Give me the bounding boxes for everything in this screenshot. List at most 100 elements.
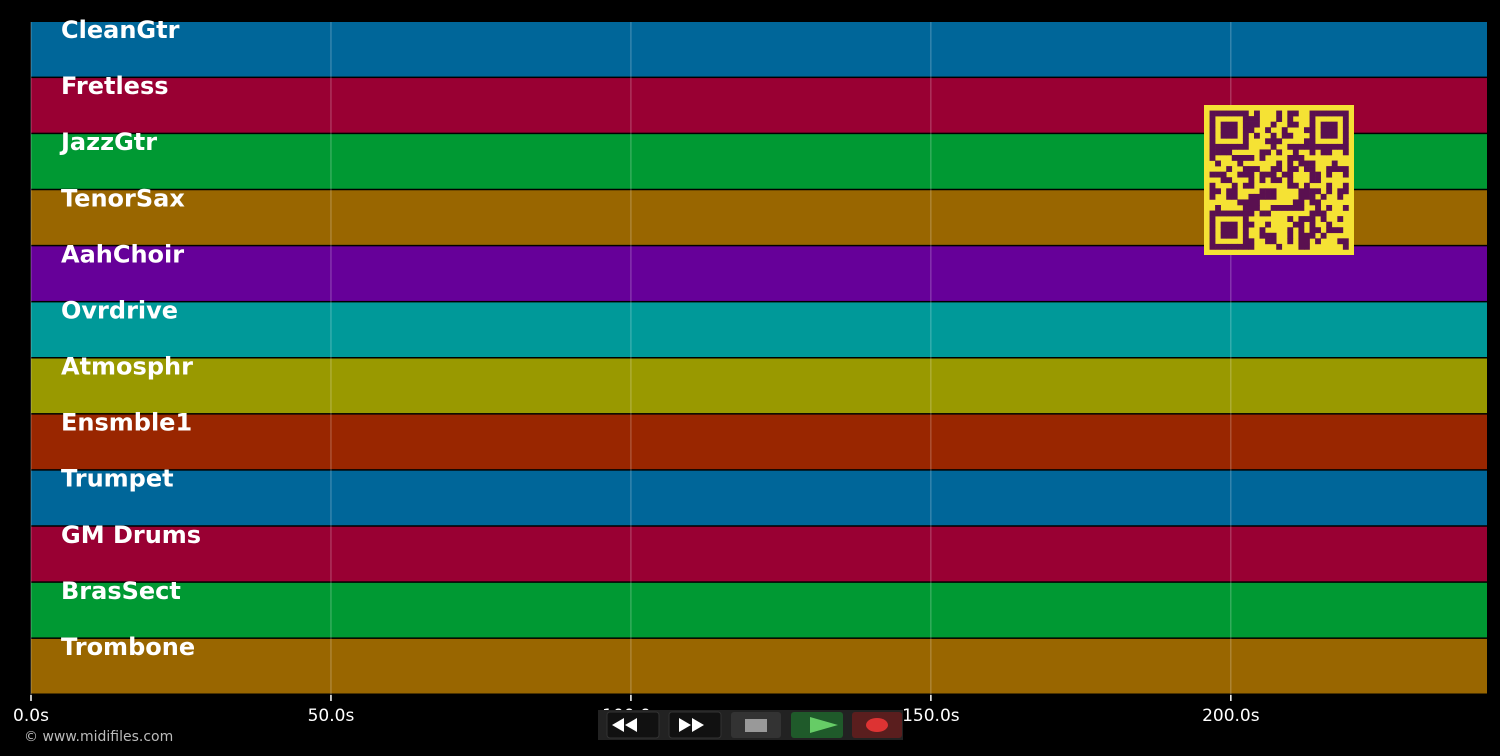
qr-module [1287, 232, 1294, 239]
qr-module [1242, 171, 1249, 178]
qr-module [1209, 210, 1216, 217]
qr-module [1276, 166, 1283, 172]
qr-module [1209, 138, 1216, 145]
qr-module [1248, 116, 1255, 122]
qr-module [1292, 155, 1299, 161]
qr-module [1242, 116, 1249, 122]
qr-module [1248, 177, 1255, 184]
qr-module [1265, 171, 1271, 178]
qr-module [1265, 188, 1271, 195]
qr-module [1326, 221, 1333, 228]
qr-code [1204, 105, 1354, 255]
qr-module [1326, 171, 1333, 178]
qr-module [1315, 188, 1321, 195]
qr-module [1270, 121, 1277, 128]
qr-module [1342, 188, 1349, 195]
qr-module [1242, 110, 1249, 117]
qr-module [1320, 232, 1327, 239]
qr-module [1226, 127, 1233, 134]
qr-module [1231, 110, 1238, 117]
qr-module [1304, 127, 1310, 134]
qr-module [1242, 121, 1249, 128]
qr-module [1265, 221, 1271, 228]
rewind-button[interactable] [606, 711, 660, 739]
qr-module [1259, 188, 1266, 195]
qr-module [1231, 121, 1238, 128]
qr-module [1287, 155, 1294, 161]
record-icon[interactable] [866, 718, 888, 732]
qr-module [1270, 188, 1277, 195]
qr-module [1226, 143, 1233, 150]
qr-module [1226, 166, 1233, 172]
qr-module [1248, 155, 1255, 161]
qr-module [1315, 171, 1321, 178]
qr-module [1220, 210, 1227, 217]
qr-module [1287, 171, 1294, 178]
qr-module [1292, 221, 1299, 228]
qr-module [1320, 127, 1327, 134]
qr-module [1331, 132, 1338, 139]
stop-button[interactable] [731, 712, 781, 738]
tick-label: 200.0s [1202, 706, 1260, 726]
qr-module [1331, 227, 1338, 234]
qr-module [1265, 210, 1271, 217]
qr-module [1220, 121, 1227, 128]
qr-module [1298, 238, 1305, 245]
forward-icon[interactable] [679, 718, 704, 732]
record-button[interactable] [852, 712, 902, 738]
play-icon[interactable] [810, 717, 838, 733]
track-lane [31, 582, 1487, 638]
qr-module [1231, 243, 1238, 250]
qr-module [1259, 177, 1266, 184]
qr-module [1287, 205, 1294, 211]
qr-module [1220, 171, 1227, 178]
qr-module [1242, 166, 1249, 172]
qr-module [1270, 232, 1277, 239]
qr-module [1331, 160, 1338, 167]
rewind-icon[interactable] [612, 718, 637, 732]
forward-button[interactable] [668, 711, 722, 739]
qr-module [1248, 193, 1255, 200]
qr-module [1226, 193, 1233, 200]
qr-module [1326, 188, 1333, 195]
qr-module [1231, 127, 1238, 134]
qr-module [1242, 132, 1249, 139]
play-button[interactable] [791, 712, 843, 738]
qr-module [1304, 166, 1310, 172]
qr-module [1209, 171, 1216, 178]
qr-module [1270, 193, 1277, 200]
qr-module [1215, 210, 1221, 217]
qr-module [1326, 110, 1333, 117]
qr-module [1309, 199, 1316, 206]
qr-module [1304, 243, 1310, 250]
track-name: Trumpet [61, 465, 174, 493]
qr-module [1215, 160, 1221, 167]
qr-module [1287, 143, 1294, 150]
qr-module [1298, 193, 1305, 200]
qr-module [1242, 232, 1249, 239]
qr-module [1298, 227, 1305, 234]
qr-module [1248, 199, 1255, 206]
qr-module [1226, 243, 1233, 250]
qr-module [1231, 132, 1238, 139]
qr-module [1342, 171, 1349, 178]
qr-module [1315, 177, 1321, 184]
qr-module [1309, 132, 1316, 139]
qr-module [1248, 210, 1255, 217]
qr-module [1209, 155, 1216, 161]
qr-module [1248, 171, 1255, 178]
qr-module [1209, 116, 1216, 122]
qr-module [1309, 227, 1316, 234]
qr-module [1265, 193, 1271, 200]
qr-module [1226, 121, 1233, 128]
stop-icon[interactable] [745, 719, 767, 732]
track-lane [31, 414, 1487, 470]
qr-module [1254, 121, 1260, 128]
qr-module [1209, 121, 1216, 128]
qr-module [1209, 232, 1216, 239]
qr-module [1287, 166, 1294, 172]
track-lane [31, 358, 1487, 414]
qr-module [1209, 110, 1216, 117]
track-name: Trombone [61, 633, 195, 661]
qr-module [1281, 132, 1288, 139]
